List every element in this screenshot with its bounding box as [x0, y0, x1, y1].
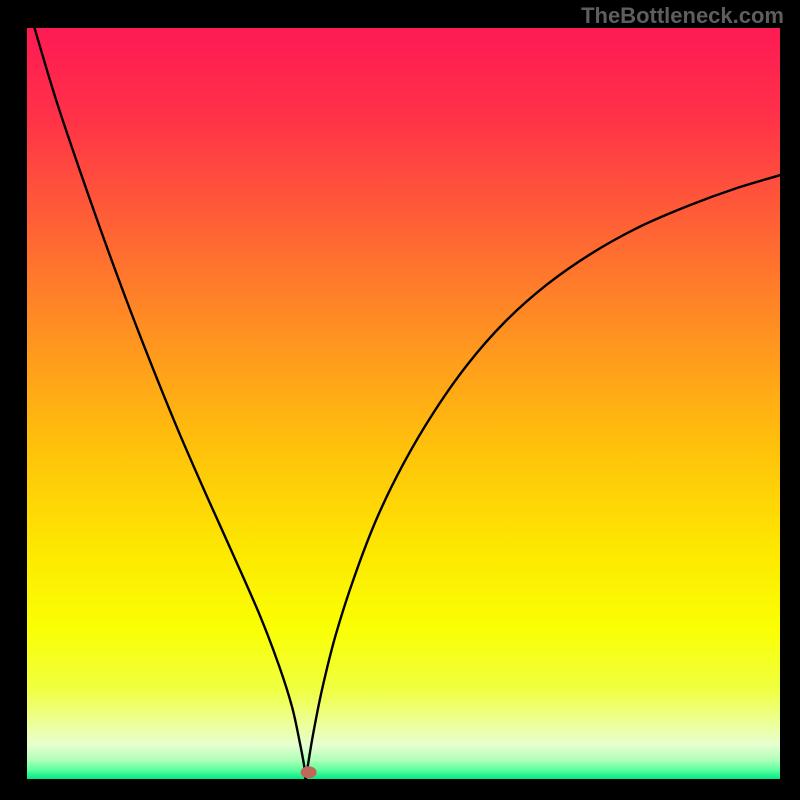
watermark-text: TheBottleneck.com: [581, 3, 784, 29]
chart-svg: [27, 28, 780, 779]
chart-plot-area: [27, 28, 780, 779]
minimum-marker: [301, 766, 317, 778]
chart-background: [27, 28, 780, 779]
